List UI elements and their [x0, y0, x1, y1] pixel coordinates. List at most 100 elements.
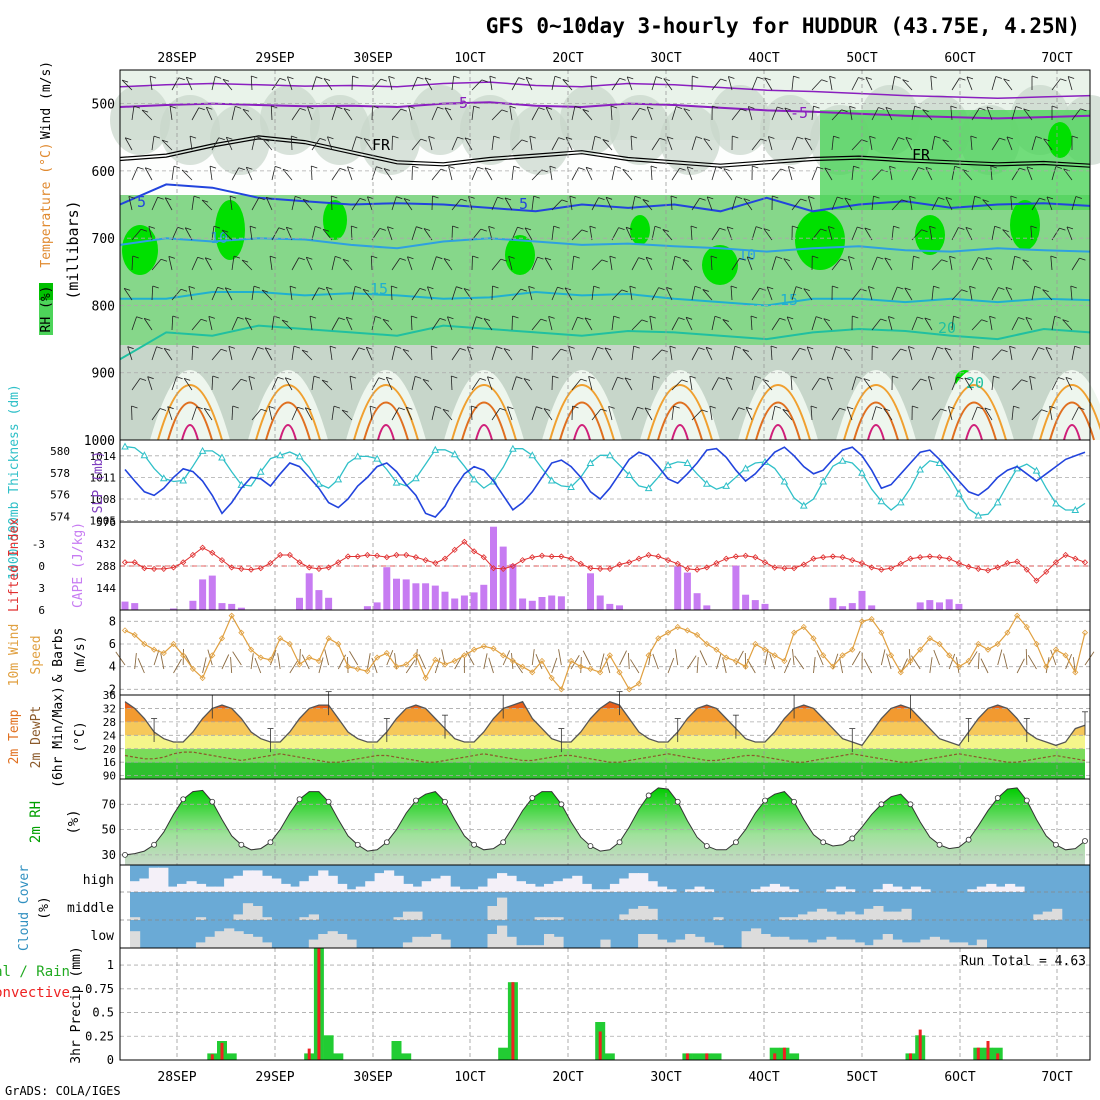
- wind-barb: [951, 289, 962, 301]
- wind-barb: [251, 286, 255, 301]
- cloud-cell: [1042, 911, 1053, 920]
- wind-barb-flag: [694, 285, 702, 289]
- cape-bar: [548, 595, 556, 610]
- cape-bar: [441, 591, 449, 610]
- wind-barb-flag: [797, 136, 804, 140]
- top-date-label: 1OCT: [454, 51, 485, 66]
- cloud-cell: [224, 928, 235, 948]
- wind-barb: [1010, 196, 1013, 211]
- cloud-cell: [628, 908, 639, 920]
- wind-barb-flag: [335, 255, 342, 259]
- wind-barb: [611, 316, 615, 331]
- cloud-cell: [525, 945, 536, 948]
- lifted-index-point: [810, 555, 817, 562]
- wind-barb-flag: [549, 165, 556, 169]
- temp-contour-35: [181, 424, 199, 441]
- cloud-cell: [703, 889, 715, 892]
- thickness-tick-label: 576: [50, 489, 70, 502]
- warm-dome: [150, 370, 230, 440]
- cape-bar: [703, 605, 711, 610]
- wind-barb: [471, 378, 481, 391]
- wind-barb-flag: [750, 315, 758, 319]
- top-date-label: 7OCT: [1041, 51, 1072, 66]
- wind-speed-point: [267, 656, 274, 663]
- wind-speed-point: [626, 686, 633, 693]
- wind-barb: [1011, 106, 1017, 121]
- temp-contour-25: [647, 384, 713, 441]
- wind-barb: [885, 107, 893, 121]
- wind-barb-flag: [1001, 349, 1008, 353]
- cloud-cell: [882, 911, 893, 920]
- wind-barb-flag: [597, 346, 604, 350]
- wind-barb: [902, 79, 913, 91]
- wind-barb-flag: [544, 257, 552, 261]
- wind-barb: [231, 317, 239, 331]
- cape-bar: [955, 603, 963, 610]
- wind-barb-10m: [794, 655, 805, 670]
- wind-barb: [710, 256, 713, 271]
- rh-point: [180, 796, 187, 803]
- lifted-index-point: [994, 564, 1001, 571]
- wind-speed-point: [441, 661, 449, 668]
- slp-tick-label: 1008: [90, 493, 117, 506]
- wind-barb-flag: [1029, 375, 1036, 379]
- lifted-index-point: [354, 553, 361, 560]
- thickness-point: [625, 470, 634, 478]
- thickness-point: [295, 452, 304, 460]
- cloud-cell: [242, 903, 254, 920]
- cloud-cell: [534, 945, 545, 948]
- wind-barb-flag: [654, 225, 662, 229]
- wind-barb: [411, 138, 422, 151]
- wind-barb-flag: [990, 165, 997, 169]
- wind-barb-flag: [600, 408, 607, 412]
- temp-contour-35: [573, 424, 591, 441]
- wind-barb: [649, 316, 653, 331]
- wind-barb: [811, 378, 820, 391]
- cloud-cell: [873, 906, 884, 920]
- wind-barb: [582, 109, 593, 121]
- wind-barb-flag: [820, 228, 827, 232]
- wind-barb-flag: [488, 226, 495, 229]
- wind-barb: [1023, 108, 1033, 121]
- wind-barb-flag: [1063, 168, 1070, 172]
- cloud-cell: [769, 936, 780, 948]
- wind-barb: [991, 76, 997, 91]
- wind-barb-10m: [968, 651, 978, 666]
- cloud-cell: [544, 934, 555, 948]
- wind-barb: [470, 405, 473, 421]
- wind-barb-flag: [920, 378, 927, 382]
- wind-barb-flag: [349, 375, 357, 379]
- wind-barb-flag: [237, 316, 244, 320]
- wind-barb: [831, 258, 841, 271]
- wind-speed-point: [1072, 669, 1079, 676]
- wind-barb: [463, 288, 473, 301]
- wind-barb: [889, 166, 893, 181]
- lifted-index-tick-label: -3: [32, 538, 45, 551]
- wind-barb: [403, 198, 413, 211]
- wind-barb-flag: [573, 255, 580, 259]
- wind-barb-flag: [136, 316, 143, 320]
- lifted-index-point: [131, 559, 138, 566]
- cape-bar: [121, 601, 129, 610]
- wind-barb-flag: [285, 377, 292, 381]
- cloud-cell: [525, 883, 536, 892]
- lifted-index-point: [538, 552, 546, 559]
- wind-barb-10m: [699, 650, 708, 666]
- wind-barb-flag: [900, 348, 907, 352]
- precip-frame: [119, 947, 1091, 1061]
- wind-barb-flag: [998, 287, 1005, 290]
- wind-barb-flag: [1021, 379, 1028, 383]
- wind-barb: [343, 108, 353, 121]
- wind-barb-flag: [748, 106, 755, 109]
- wind-barb: [683, 108, 693, 121]
- wind-barb-10m: [880, 649, 886, 666]
- wind-speed-point: [946, 652, 953, 659]
- cloud-cell: [666, 889, 677, 892]
- wind-barb-flag: [501, 109, 508, 113]
- warm-dome: [346, 370, 426, 440]
- rh-point: [558, 801, 565, 808]
- cloud-cell: [421, 936, 432, 948]
- rh-peak: [702, 245, 738, 285]
- cloud-cell: [656, 886, 668, 892]
- wind-barb-flag: [367, 196, 374, 200]
